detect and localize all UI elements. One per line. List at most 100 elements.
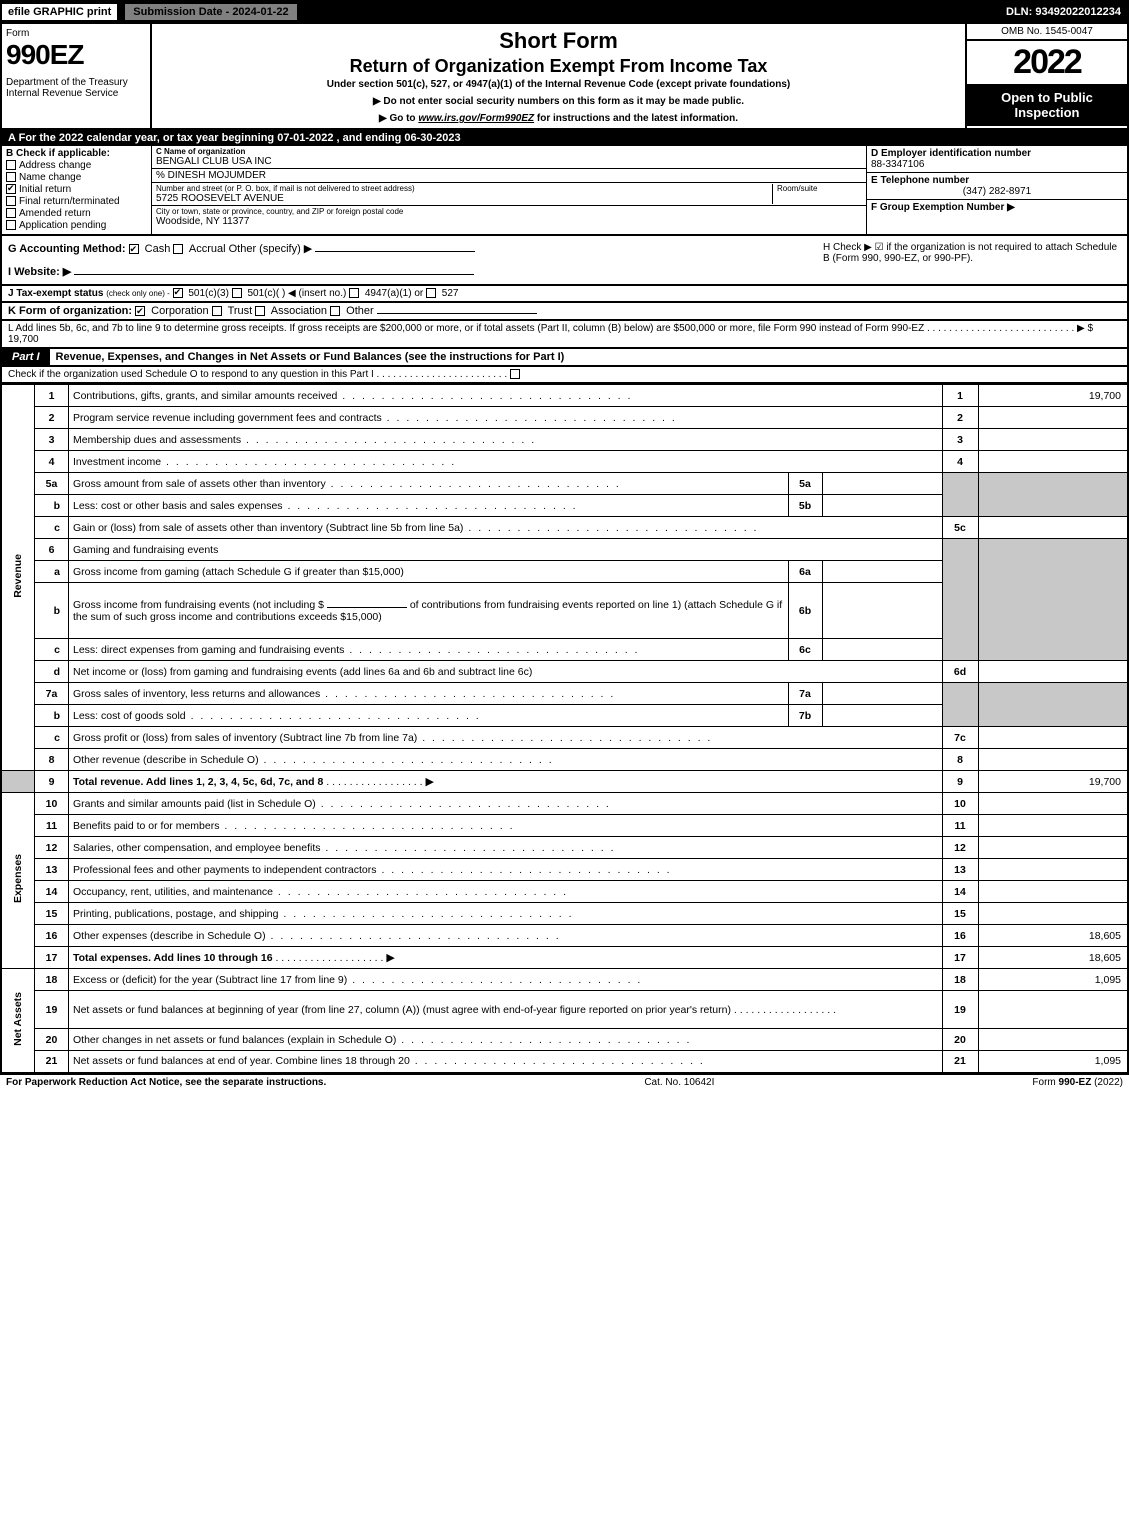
other-org-line[interactable]	[377, 313, 537, 314]
header-mid: Short Form Return of Organization Exempt…	[152, 24, 967, 128]
main-title: Return of Organization Exempt From Incom…	[160, 56, 957, 77]
form-number: 990EZ	[6, 39, 146, 71]
part1-badge: Part I	[2, 349, 50, 365]
part1-title: Revenue, Expenses, and Changes in Net As…	[50, 351, 565, 363]
val-6a	[822, 561, 942, 583]
6b-amount-line[interactable]	[327, 607, 407, 608]
street-label: Number and street (or P. O. box, if mail…	[156, 184, 772, 193]
section-g: G Accounting Method: Cash Accrual Other …	[2, 236, 817, 284]
i-label: I Website: ▶	[8, 266, 71, 278]
irs-link[interactable]: www.irs.gov/Form990EZ	[418, 113, 534, 124]
cb-trust[interactable]	[212, 306, 222, 316]
cb-name-change[interactable]: Name change	[6, 172, 147, 183]
ein-value: 88-3347106	[871, 159, 1123, 170]
val-8	[978, 749, 1128, 771]
val-5c	[978, 517, 1128, 539]
top-bar: efile GRAPHIC print Submission Date - 20…	[0, 0, 1129, 24]
cb-other-org[interactable]	[330, 306, 340, 316]
cb-cash[interactable]	[129, 244, 139, 254]
val-9: 19,700	[978, 771, 1128, 793]
cb-application-pending[interactable]: Application pending	[6, 220, 147, 231]
city-label: City or town, state or province, country…	[156, 207, 862, 216]
room-label: Room/suite	[777, 184, 862, 193]
d-label: D Employer identification number	[871, 148, 1123, 159]
val-1: 19,700	[978, 385, 1128, 407]
cb-amended[interactable]: Amended return	[6, 208, 147, 219]
val-20	[978, 1029, 1128, 1051]
val-19	[978, 991, 1128, 1029]
footer-right: Form 990-EZ (2022)	[1032, 1077, 1123, 1088]
cb-527[interactable]	[426, 288, 436, 298]
section-d: D Employer identification number 88-3347…	[867, 146, 1127, 234]
val-5b	[822, 495, 942, 517]
part1-header: Part I Revenue, Expenses, and Changes in…	[0, 349, 1129, 367]
omb-label: OMB No. 1545-0047	[967, 24, 1127, 41]
org-name: BENGALI CLUB USA INC	[156, 156, 862, 167]
link-pre: ▶ Go to	[379, 113, 418, 124]
val-21: 1,095	[978, 1051, 1128, 1073]
phone-value: (347) 282-8971	[871, 186, 1123, 197]
val-6d	[978, 661, 1128, 683]
cb-association[interactable]	[255, 306, 265, 316]
val-3	[978, 429, 1128, 451]
footer-mid: Cat. No. 10642I	[644, 1077, 714, 1088]
dept-label: Department of the Treasury Internal Reve…	[6, 77, 146, 99]
val-7b	[822, 705, 942, 727]
side-expenses: Expenses	[1, 793, 35, 969]
cb-accrual[interactable]	[173, 244, 183, 254]
val-17: 18,605	[978, 947, 1128, 969]
cb-address-change[interactable]: Address change	[6, 160, 147, 171]
val-7c	[978, 727, 1128, 749]
submission-date: Submission Date - 2024-01-22	[123, 2, 298, 22]
val-6c	[822, 639, 942, 661]
cb-corporation[interactable]	[135, 306, 145, 316]
header-row: Form 990EZ Department of the Treasury In…	[0, 24, 1129, 130]
val-7a	[822, 683, 942, 705]
val-4	[978, 451, 1128, 473]
cb-501c[interactable]	[232, 288, 242, 298]
section-a: For the 2022 calendar year, or tax year …	[0, 130, 1129, 146]
part1-check-text: Check if the organization used Schedule …	[8, 369, 374, 380]
cb-4947[interactable]	[349, 288, 359, 298]
val-2	[978, 407, 1128, 429]
section-h: H Check ▶ ☑ if the organization is not r…	[817, 236, 1127, 284]
header-left: Form 990EZ Department of the Treasury In…	[2, 24, 152, 128]
l-text: L Add lines 5b, 6c, and 7b to line 9 to …	[8, 323, 924, 334]
j-label: J Tax-exempt status	[8, 288, 103, 299]
cb-initial-return[interactable]: Initial return	[6, 184, 147, 195]
val-10	[978, 793, 1128, 815]
section-j: J Tax-exempt status (check only one) - 5…	[0, 286, 1129, 303]
header-right: OMB No. 1545-0047 2022 Open to Public In…	[967, 24, 1127, 128]
val-13	[978, 859, 1128, 881]
cb-schedule-o[interactable]	[510, 369, 520, 379]
val-15	[978, 903, 1128, 925]
k-label: K Form of organization:	[8, 305, 132, 317]
c-label: C Name of organization	[156, 147, 245, 156]
note-ssn: ▶ Do not enter social security numbers o…	[160, 96, 957, 107]
side-net-assets: Net Assets	[1, 969, 35, 1073]
main-table: Revenue 1Contributions, gifts, grants, a…	[0, 384, 1129, 1074]
side-revenue: Revenue	[1, 385, 35, 771]
short-form-title: Short Form	[160, 28, 957, 54]
val-11	[978, 815, 1128, 837]
section-l: L Add lines 5b, 6c, and 7b to line 9 to …	[0, 321, 1129, 349]
dln-label: DLN: 93492022012234	[998, 4, 1129, 20]
val-14	[978, 881, 1128, 903]
city-value: Woodside, NY 11377	[156, 216, 862, 227]
care-of: % DINESH MOJUMDER	[152, 169, 866, 183]
e-label: E Telephone number	[871, 175, 1123, 186]
cb-501c3[interactable]	[173, 288, 183, 298]
b-head: Check if applicable:	[16, 148, 110, 159]
website-line[interactable]	[74, 274, 474, 275]
note-link: ▶ Go to www.irs.gov/Form990EZ for instru…	[160, 113, 957, 124]
cb-final-return[interactable]: Final return/terminated	[6, 196, 147, 207]
subtitle: Under section 501(c), 527, or 4947(a)(1)…	[160, 79, 957, 90]
part1-check-row: Check if the organization used Schedule …	[0, 367, 1129, 384]
val-6b	[822, 583, 942, 639]
street-value: 5725 ROOSEVELT AVENUE	[156, 193, 772, 204]
open-inspection: Open to Public Inspection	[967, 84, 1127, 126]
val-5a	[822, 473, 942, 495]
val-16: 18,605	[978, 925, 1128, 947]
tax-year: 2022	[967, 41, 1127, 84]
other-specify-line[interactable]	[315, 251, 475, 252]
